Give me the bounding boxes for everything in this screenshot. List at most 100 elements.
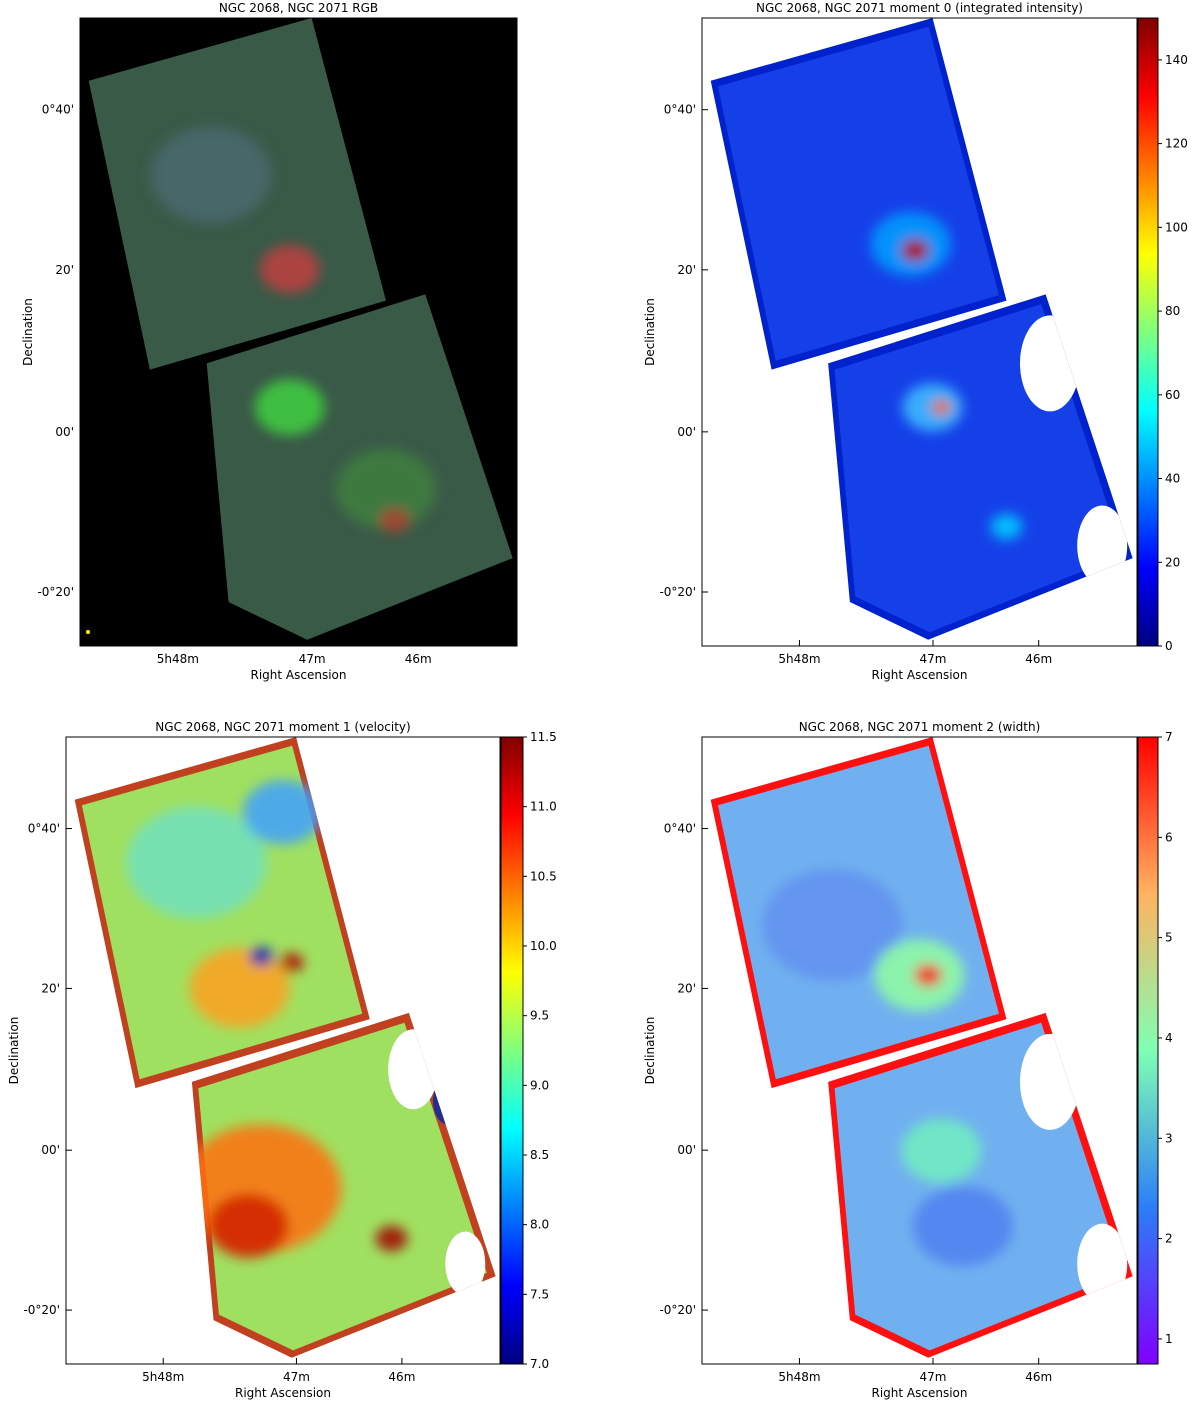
colorbar-tick-label: 1 [1165, 1332, 1173, 1346]
x-tick-label: 5h48m [142, 1370, 184, 1384]
region [717, 26, 999, 361]
x-tick-label: 47m [283, 1370, 310, 1384]
x-tick-label: 46m [1025, 652, 1052, 666]
emission [901, 1118, 982, 1183]
y-tick-label: -0°20' [23, 1303, 60, 1317]
axes-frame [701, 17, 1138, 647]
x-axis-label: Right Ascension [872, 1386, 968, 1400]
x-tick-label: 46m [388, 1370, 415, 1384]
emission [379, 508, 410, 533]
y-tick-label: 00' [677, 425, 696, 439]
colorbar-tick-label: 9.5 [530, 1009, 549, 1023]
emission [243, 780, 323, 845]
colorbar-tick-label: 4 [1165, 1031, 1173, 1045]
emission [189, 947, 290, 1028]
x-tick-label: 5h48m [778, 652, 820, 666]
blobs [126, 780, 408, 1259]
emission [254, 379, 325, 436]
emission [762, 869, 903, 982]
colorbar [500, 736, 524, 1365]
sky-image [710, 737, 1133, 1358]
y-tick-label: 0°40' [28, 822, 60, 836]
colorbar-tick-label: 20 [1165, 555, 1180, 569]
x-tick-label: 46m [405, 652, 432, 666]
colorbar-tick-label: 7.5 [530, 1287, 549, 1301]
blobs [151, 127, 436, 533]
y-axis-label: Declination [643, 298, 657, 366]
y-tick-label: 20' [677, 981, 696, 995]
colorbar-tick-label: 10.0 [530, 939, 557, 953]
y-tick-label: 20' [41, 981, 60, 995]
y-axis-label: Declination [21, 298, 35, 366]
panel: NGC 2068, NGC 2071 RGB Right Ascension Dec… [21, 1, 518, 682]
y-tick-label: -0°20' [659, 1303, 696, 1317]
colorbar-tick-label: 40 [1165, 472, 1180, 486]
emission [249, 946, 274, 967]
colorbar-tick-label: 7.0 [530, 1357, 549, 1371]
y-axis-label: Declination [643, 1017, 657, 1085]
axes-frame [701, 736, 1138, 1365]
x-tick-label: 47m [920, 1370, 947, 1384]
emission [990, 513, 1023, 540]
x-tick-label: 5h48m [157, 652, 199, 666]
colorbar-tick-label: 6 [1165, 830, 1173, 844]
emission [335, 449, 436, 529]
colorbar [1137, 17, 1159, 647]
y-tick-label: 20' [677, 263, 696, 277]
mask [445, 1231, 486, 1296]
x-tick-label: 46m [1025, 1370, 1052, 1384]
colorbar-tick-label: 0 [1165, 639, 1173, 653]
panel: NGC 2068, NGC 2071 moment 2 (width) Right… [643, 720, 1173, 1400]
blobs [762, 869, 1013, 1267]
y-tick-label: 0°40' [664, 822, 696, 836]
beam [86, 630, 90, 634]
emission [151, 127, 272, 223]
emission [126, 806, 267, 919]
emission [259, 245, 320, 294]
emission [208, 1194, 289, 1259]
x-axis-label: Right Ascension [251, 668, 347, 682]
colorbar-tick-label: 100 [1165, 220, 1188, 234]
panel: NGC 2068, NGC 2071 moment 1 (velocity) Ri… [7, 720, 557, 1400]
x-tick-label: 5h48m [778, 1370, 820, 1384]
colorbar [1137, 736, 1159, 1365]
title: NGC 2068, NGC 2071 moment 0 (integrated … [756, 1, 1083, 15]
x-axis-label: Right Ascension [235, 1386, 331, 1400]
colorbar-tick-label: 7 [1165, 730, 1173, 744]
colorbar-tick-label: 60 [1165, 388, 1180, 402]
y-tick-label: 0°40' [664, 103, 696, 117]
colorbar-tick-label: 2 [1165, 1232, 1173, 1246]
colorbar-tick-label: 9.0 [530, 1078, 549, 1092]
y-tick-label: 00' [41, 1143, 60, 1157]
colorbar-tick-label: 8.5 [530, 1148, 549, 1162]
x-axis-label: Right Ascension [872, 668, 968, 682]
emission [375, 1225, 408, 1252]
panel: NGC 2068, NGC 2071 moment 0 (integrated … [643, 1, 1188, 682]
y-tick-label: -0°20' [37, 585, 74, 599]
title: NGC 2068, NGC 2071 RGB [219, 1, 378, 15]
colorbar-tick-label: 3 [1165, 1131, 1173, 1145]
title: NGC 2068, NGC 2071 moment 1 (velocity) [155, 720, 410, 734]
colorbar-tick-label: 8.0 [530, 1218, 549, 1232]
x-tick-label: 47m [299, 652, 326, 666]
colorbar-tick-label: 80 [1165, 304, 1180, 318]
y-tick-label: 20' [55, 263, 74, 277]
emission [279, 953, 304, 973]
emission [931, 399, 952, 416]
y-tick-label: 00' [55, 425, 74, 439]
axes-frame [65, 736, 501, 1365]
colorbar-tick-label: 140 [1165, 53, 1188, 67]
blobs [870, 212, 1023, 540]
x-tick-label: 47m [920, 652, 947, 666]
colorbar-tick-label: 10.5 [530, 869, 557, 883]
colorbar-tick-label: 11.5 [530, 730, 557, 744]
emission [901, 239, 930, 262]
title: NGC 2068, NGC 2071 moment 2 (width) [799, 720, 1041, 734]
y-axis-label: Declination [7, 1017, 21, 1085]
colorbar-tick-label: 5 [1165, 931, 1173, 945]
y-tick-label: -0°20' [659, 585, 696, 599]
axes-frame [79, 17, 518, 647]
emission [914, 964, 943, 987]
y-tick-label: 0°40' [42, 103, 74, 117]
